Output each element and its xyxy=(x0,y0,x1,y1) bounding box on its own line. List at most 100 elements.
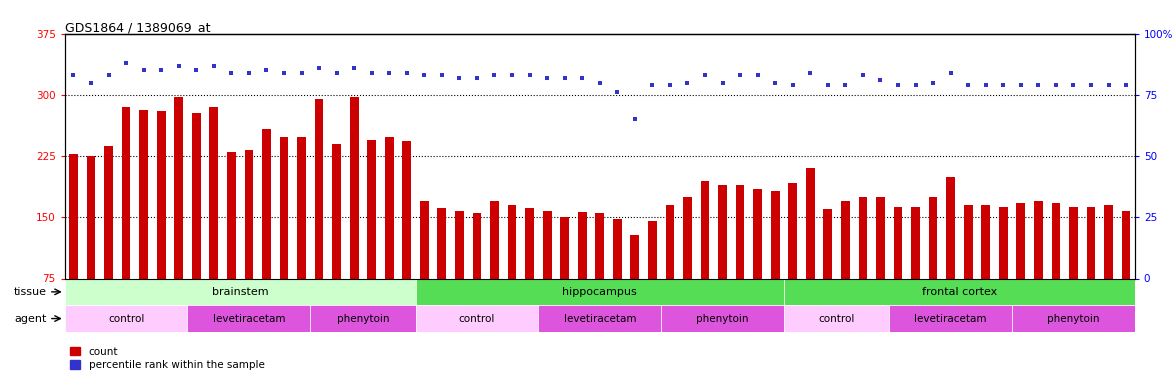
Bar xyxy=(174,98,183,279)
Point xyxy=(292,70,310,76)
Bar xyxy=(1016,202,1025,279)
Bar xyxy=(1087,207,1095,279)
Point xyxy=(1082,82,1101,88)
Text: hippocampus: hippocampus xyxy=(562,287,637,297)
Point xyxy=(309,65,328,71)
Text: control: control xyxy=(818,314,855,324)
Point xyxy=(766,80,784,86)
Bar xyxy=(262,129,270,279)
Point xyxy=(626,116,644,122)
Bar xyxy=(65,279,415,305)
Bar xyxy=(648,221,656,279)
Point xyxy=(485,72,503,78)
Bar xyxy=(315,99,323,279)
Point xyxy=(871,77,890,83)
Point xyxy=(994,82,1013,88)
Point xyxy=(1100,82,1118,88)
Point xyxy=(99,72,118,78)
Bar xyxy=(613,219,622,279)
Bar xyxy=(298,137,306,279)
Point xyxy=(169,63,188,69)
Bar xyxy=(1104,205,1112,279)
Bar xyxy=(661,305,784,332)
Bar xyxy=(192,113,201,279)
Legend: count, percentile rank within the sample: count, percentile rank within the sample xyxy=(69,346,265,370)
Bar xyxy=(784,279,1135,305)
Point xyxy=(836,82,855,88)
Bar xyxy=(349,98,359,279)
Point xyxy=(854,72,873,78)
Bar xyxy=(929,197,937,279)
Bar xyxy=(947,177,955,279)
Bar xyxy=(841,201,850,279)
Text: agent: agent xyxy=(15,314,47,324)
Bar xyxy=(894,207,902,279)
Bar xyxy=(876,197,884,279)
Bar xyxy=(455,211,463,279)
Point xyxy=(537,75,556,81)
Point xyxy=(433,72,452,78)
Bar xyxy=(1122,211,1130,279)
Bar xyxy=(209,107,219,279)
Bar xyxy=(754,189,762,279)
Text: phenytoin: phenytoin xyxy=(696,314,749,324)
Bar xyxy=(539,305,661,332)
Point xyxy=(1029,82,1048,88)
Bar xyxy=(998,207,1008,279)
Bar xyxy=(402,141,412,279)
Point xyxy=(555,75,574,81)
Point xyxy=(222,70,241,76)
Bar xyxy=(1034,201,1043,279)
Bar xyxy=(245,150,253,279)
Bar xyxy=(736,184,744,279)
Text: levetiracetam: levetiracetam xyxy=(915,314,987,324)
Point xyxy=(64,72,82,78)
Bar xyxy=(543,211,552,279)
Bar xyxy=(911,207,920,279)
Point xyxy=(801,70,820,76)
Bar xyxy=(385,137,394,279)
Point xyxy=(116,60,135,66)
Bar xyxy=(683,197,691,279)
Bar xyxy=(560,217,569,279)
Point xyxy=(643,82,662,88)
Bar xyxy=(332,144,341,279)
Bar xyxy=(156,111,166,279)
Bar xyxy=(367,140,376,279)
Point xyxy=(730,72,749,78)
Point xyxy=(205,63,223,69)
Point xyxy=(81,80,100,86)
Point xyxy=(748,72,767,78)
Point xyxy=(573,75,592,81)
Bar xyxy=(65,305,187,332)
Bar xyxy=(964,205,973,279)
Bar xyxy=(420,201,429,279)
Text: tissue: tissue xyxy=(14,287,47,297)
Bar xyxy=(788,183,797,279)
Point xyxy=(468,75,487,81)
Point xyxy=(345,65,363,71)
Bar xyxy=(526,207,534,279)
Text: levetiracetam: levetiracetam xyxy=(213,314,285,324)
Point xyxy=(941,70,960,76)
Point xyxy=(590,80,609,86)
Text: phenytoin: phenytoin xyxy=(1047,314,1100,324)
Bar xyxy=(415,305,539,332)
Bar xyxy=(310,305,415,332)
Point xyxy=(187,68,206,74)
Bar xyxy=(1051,202,1061,279)
Bar xyxy=(666,205,674,279)
Point xyxy=(134,68,153,74)
Point xyxy=(976,82,995,88)
Point xyxy=(696,72,715,78)
Point xyxy=(818,82,837,88)
Point xyxy=(889,82,908,88)
Text: brainstem: brainstem xyxy=(212,287,268,297)
Point xyxy=(240,70,259,76)
Point xyxy=(661,82,680,88)
Point xyxy=(327,70,346,76)
Point xyxy=(258,68,276,74)
Point xyxy=(713,80,731,86)
Text: levetiracetam: levetiracetam xyxy=(563,314,636,324)
Point xyxy=(274,70,293,76)
